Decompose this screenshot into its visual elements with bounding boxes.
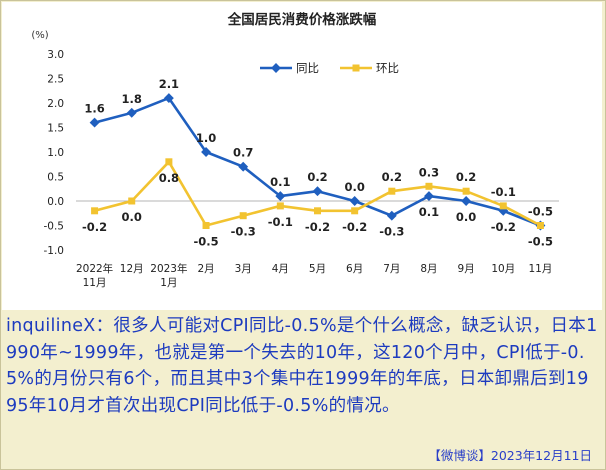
mom-point xyxy=(276,202,284,210)
yoy-data-label: -0.3 xyxy=(379,225,404,239)
yoy-data-label: 0.1 xyxy=(270,175,290,189)
legend-marker-0 xyxy=(271,63,281,73)
y-tick-label: 0.5 xyxy=(47,172,64,184)
y-tick-label: -0.5 xyxy=(44,221,65,233)
x-tick-label: 2022年 xyxy=(76,262,113,275)
y-tick-label: 0.0 xyxy=(47,196,64,208)
x-tick-label: 8月 xyxy=(420,263,437,275)
x-tick-label: 11月 xyxy=(528,263,552,275)
mom-point xyxy=(239,212,247,220)
footer-source-date: 【微博谈】2023年12月11日 xyxy=(428,448,592,463)
yoy-data-label: 1.8 xyxy=(122,92,142,106)
caption-text: inquilineX：很多人可能对CPI同比-0.5%是个什么概念，缺乏认识，日… xyxy=(6,316,598,416)
x-tick-label: 7月 xyxy=(383,263,400,275)
mom-point xyxy=(462,187,470,195)
mom-data-label: 0.3 xyxy=(419,165,439,179)
mom-data-label: -0.5 xyxy=(193,235,218,249)
yoy-data-label: 1.0 xyxy=(196,131,216,145)
x-tick-label: 2023年 xyxy=(150,262,187,275)
x-tick-label: 10月 xyxy=(491,263,515,275)
y-tick-label: 2.0 xyxy=(47,98,64,110)
x-tick-label: 3月 xyxy=(235,263,252,275)
x-tick-label: 6月 xyxy=(346,263,363,275)
legend-marker-1 xyxy=(352,64,360,72)
y-tick-label: 3.0 xyxy=(47,49,64,61)
yoy-point xyxy=(238,161,249,172)
mom-data-label: -0.2 xyxy=(342,220,367,234)
chart-title: 全国居民消费价格涨跌幅 xyxy=(227,11,377,28)
yoy-point xyxy=(424,191,434,202)
yoy-point xyxy=(461,196,472,206)
yoy-data-label: 0.0 xyxy=(344,180,364,194)
yoy-point xyxy=(89,117,100,128)
mom-data-label: -0.5 xyxy=(528,205,553,219)
mom-point xyxy=(128,197,136,205)
mom-data-label: -0.1 xyxy=(268,215,293,229)
legend-label-0: 同比 xyxy=(296,61,319,75)
mom-data-label: -0.1 xyxy=(491,185,516,199)
mom-data-label: -0.3 xyxy=(231,225,256,239)
x-tick-label: 1月 xyxy=(160,277,177,289)
yoy-data-label: -0.5 xyxy=(528,235,553,249)
yoy-point xyxy=(201,147,211,157)
x-tick-label: 11月 xyxy=(83,277,107,289)
mom-data-label: 0.8 xyxy=(159,171,179,185)
chart-panel: 全国居民消费价格涨跌幅 (%) 3.0 2.5 2.0 1.5 1.0 0.5 0.0 -0.5-… xyxy=(2,2,602,310)
mom-point xyxy=(536,222,544,229)
mom-point xyxy=(425,182,433,190)
y-tick-label: 2.5 xyxy=(47,74,64,86)
mom-data-label: -0.2 xyxy=(305,220,330,234)
yoy-data-label: 1.6 xyxy=(84,102,104,116)
legend-label-1: 环比 xyxy=(376,61,399,75)
yoy-data-label: 0.1 xyxy=(419,205,439,219)
yoy-data-label: -0.2 xyxy=(491,220,516,234)
x-tick-label: 4月 xyxy=(272,263,289,275)
mom-data-label: -0.2 xyxy=(82,220,107,234)
mom-point xyxy=(91,207,99,215)
mom-point xyxy=(351,207,359,215)
x-tick-label: 5月 xyxy=(309,263,326,275)
yoy-data-label: 2.1 xyxy=(159,77,179,91)
yoy-data-label: 0.7 xyxy=(233,146,253,160)
series-line-0 xyxy=(94,96,541,227)
mom-point xyxy=(165,158,173,166)
y-tick-label: -1.0 xyxy=(44,245,65,257)
y-tick-label: 1.5 xyxy=(47,123,64,135)
yoy-point xyxy=(275,191,286,202)
mom-point xyxy=(499,202,507,210)
y-tick-label: 1.0 xyxy=(47,147,64,159)
y-unit-label: (%) xyxy=(31,30,48,41)
mom-data-label: 0.2 xyxy=(456,170,476,184)
x-tick-label: 2月 xyxy=(197,263,214,275)
cpi-line-chart: 全国居民消费价格涨跌幅(%)3.02.52.01.51.00.50.0-0.5-… xyxy=(31,11,559,289)
x-tick-label: 12月 xyxy=(120,263,144,275)
mom-point xyxy=(314,207,321,215)
yoy-point xyxy=(349,196,360,206)
yoy-point xyxy=(386,210,397,221)
yoy-point xyxy=(126,107,137,118)
mom-data-label: 0.2 xyxy=(382,170,402,184)
mom-data-label: 0.0 xyxy=(122,210,142,224)
yoy-point xyxy=(163,93,174,104)
mom-point xyxy=(202,222,210,229)
yoy-data-label: 0.0 xyxy=(456,210,476,224)
yoy-data-label: 0.2 xyxy=(307,170,327,184)
x-tick-label: 9月 xyxy=(458,263,475,275)
yoy-point xyxy=(312,186,323,197)
mom-point xyxy=(388,187,396,195)
